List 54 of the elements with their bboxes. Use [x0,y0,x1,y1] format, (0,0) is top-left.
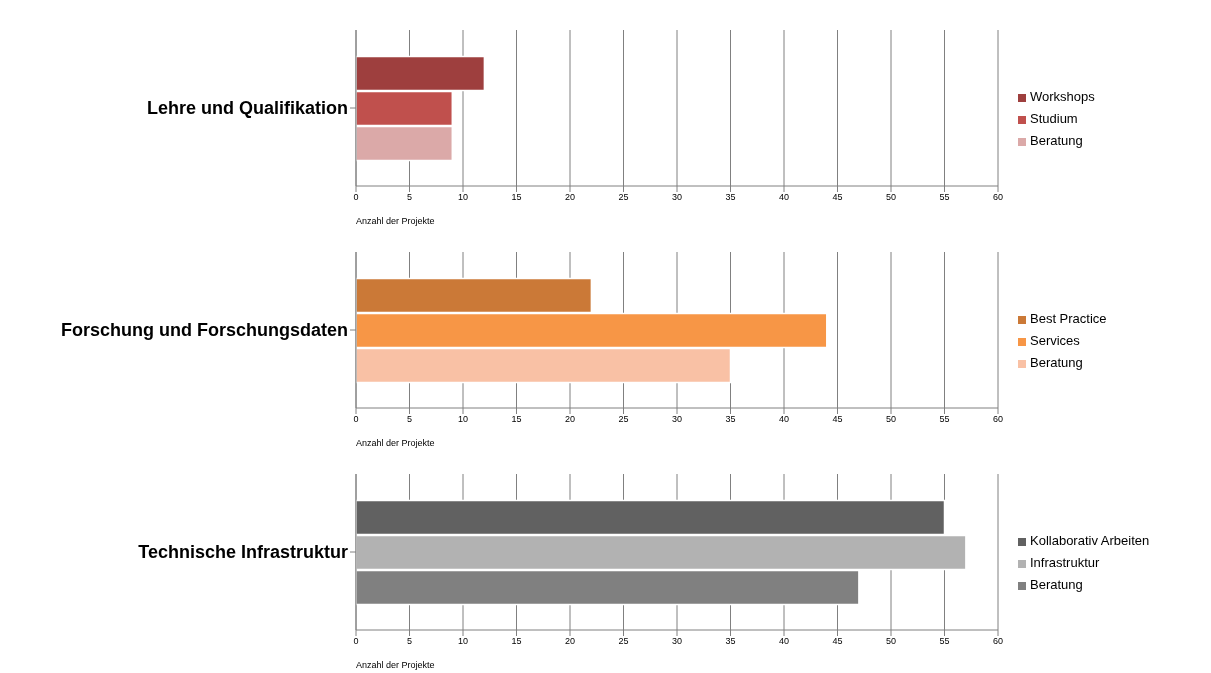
legend-label: Beratung [1030,133,1083,148]
x-tick-label: 60 [992,414,1004,425]
x-tick-label: 40 [778,636,790,647]
legend-label: Best Practice [1030,311,1107,326]
x-tick-label: 15 [511,192,522,203]
x-tick-label: 40 [778,414,790,425]
x-tick-label: 10 [457,636,469,647]
x-axis-title: Anzahl der Projekte [356,216,435,226]
legend-label: Infrastruktur [1030,555,1100,570]
legend-label: Studium [1030,111,1078,126]
x-tick-label: 0 [353,192,359,203]
x-tick-label: 50 [885,192,897,203]
x-tick-label: 45 [832,414,843,425]
x-tick-label: 55 [939,414,950,425]
x-axis-title: Anzahl der Projekte [356,438,435,448]
x-tick-label: 15 [511,414,522,425]
x-tick-label: 5 [406,414,413,425]
x-tick-label: 30 [671,636,683,647]
x-tick-label: 55 [939,192,950,203]
x-tick-label: 50 [885,414,897,425]
x-tick-label: 60 [992,636,1004,647]
x-tick-label: 35 [725,414,736,425]
x-tick-label: 0 [353,636,359,647]
legend-label: Beratung [1030,355,1083,370]
x-tick-label: 45 [832,636,843,647]
x-tick-label: 35 [725,636,736,647]
x-tick-label: 10 [457,414,469,425]
x-tick-label: 15 [511,636,522,647]
x-tick-label: 25 [618,636,629,647]
x-axis-title: Anzahl der Projekte [356,660,435,670]
x-tick-label: 25 [618,192,629,203]
x-tick-label: 20 [564,414,576,425]
x-tick-label: 5 [406,192,413,203]
x-tick-label: 30 [671,192,683,203]
x-tick-label: 45 [832,192,843,203]
legend-label: Workshops [1030,89,1095,104]
x-tick-label: 35 [725,192,736,203]
x-tick-label: 10 [457,192,469,203]
y-tick-label: Lehre und Qualifikation [146,98,348,119]
legend-label: Kollaborativ Arbeiten [1030,533,1150,548]
y-tick-label: Technische Infrastruktur [138,542,348,563]
x-tick-label: 0 [353,414,359,425]
legend-label: Services [1030,333,1080,348]
x-tick-label: 40 [778,192,790,203]
legend-label: Beratung [1030,577,1083,592]
y-tick-label: Forschung und Forschungsdaten [61,320,348,341]
x-tick-label: 30 [671,414,683,425]
x-tick-label: 60 [992,192,1004,203]
x-tick-label: 5 [406,636,413,647]
x-tick-label: 25 [618,414,629,425]
x-tick-label: 20 [564,636,576,647]
x-tick-label: 50 [885,636,897,647]
x-tick-label: 20 [564,192,576,203]
x-tick-label: 55 [939,636,950,647]
